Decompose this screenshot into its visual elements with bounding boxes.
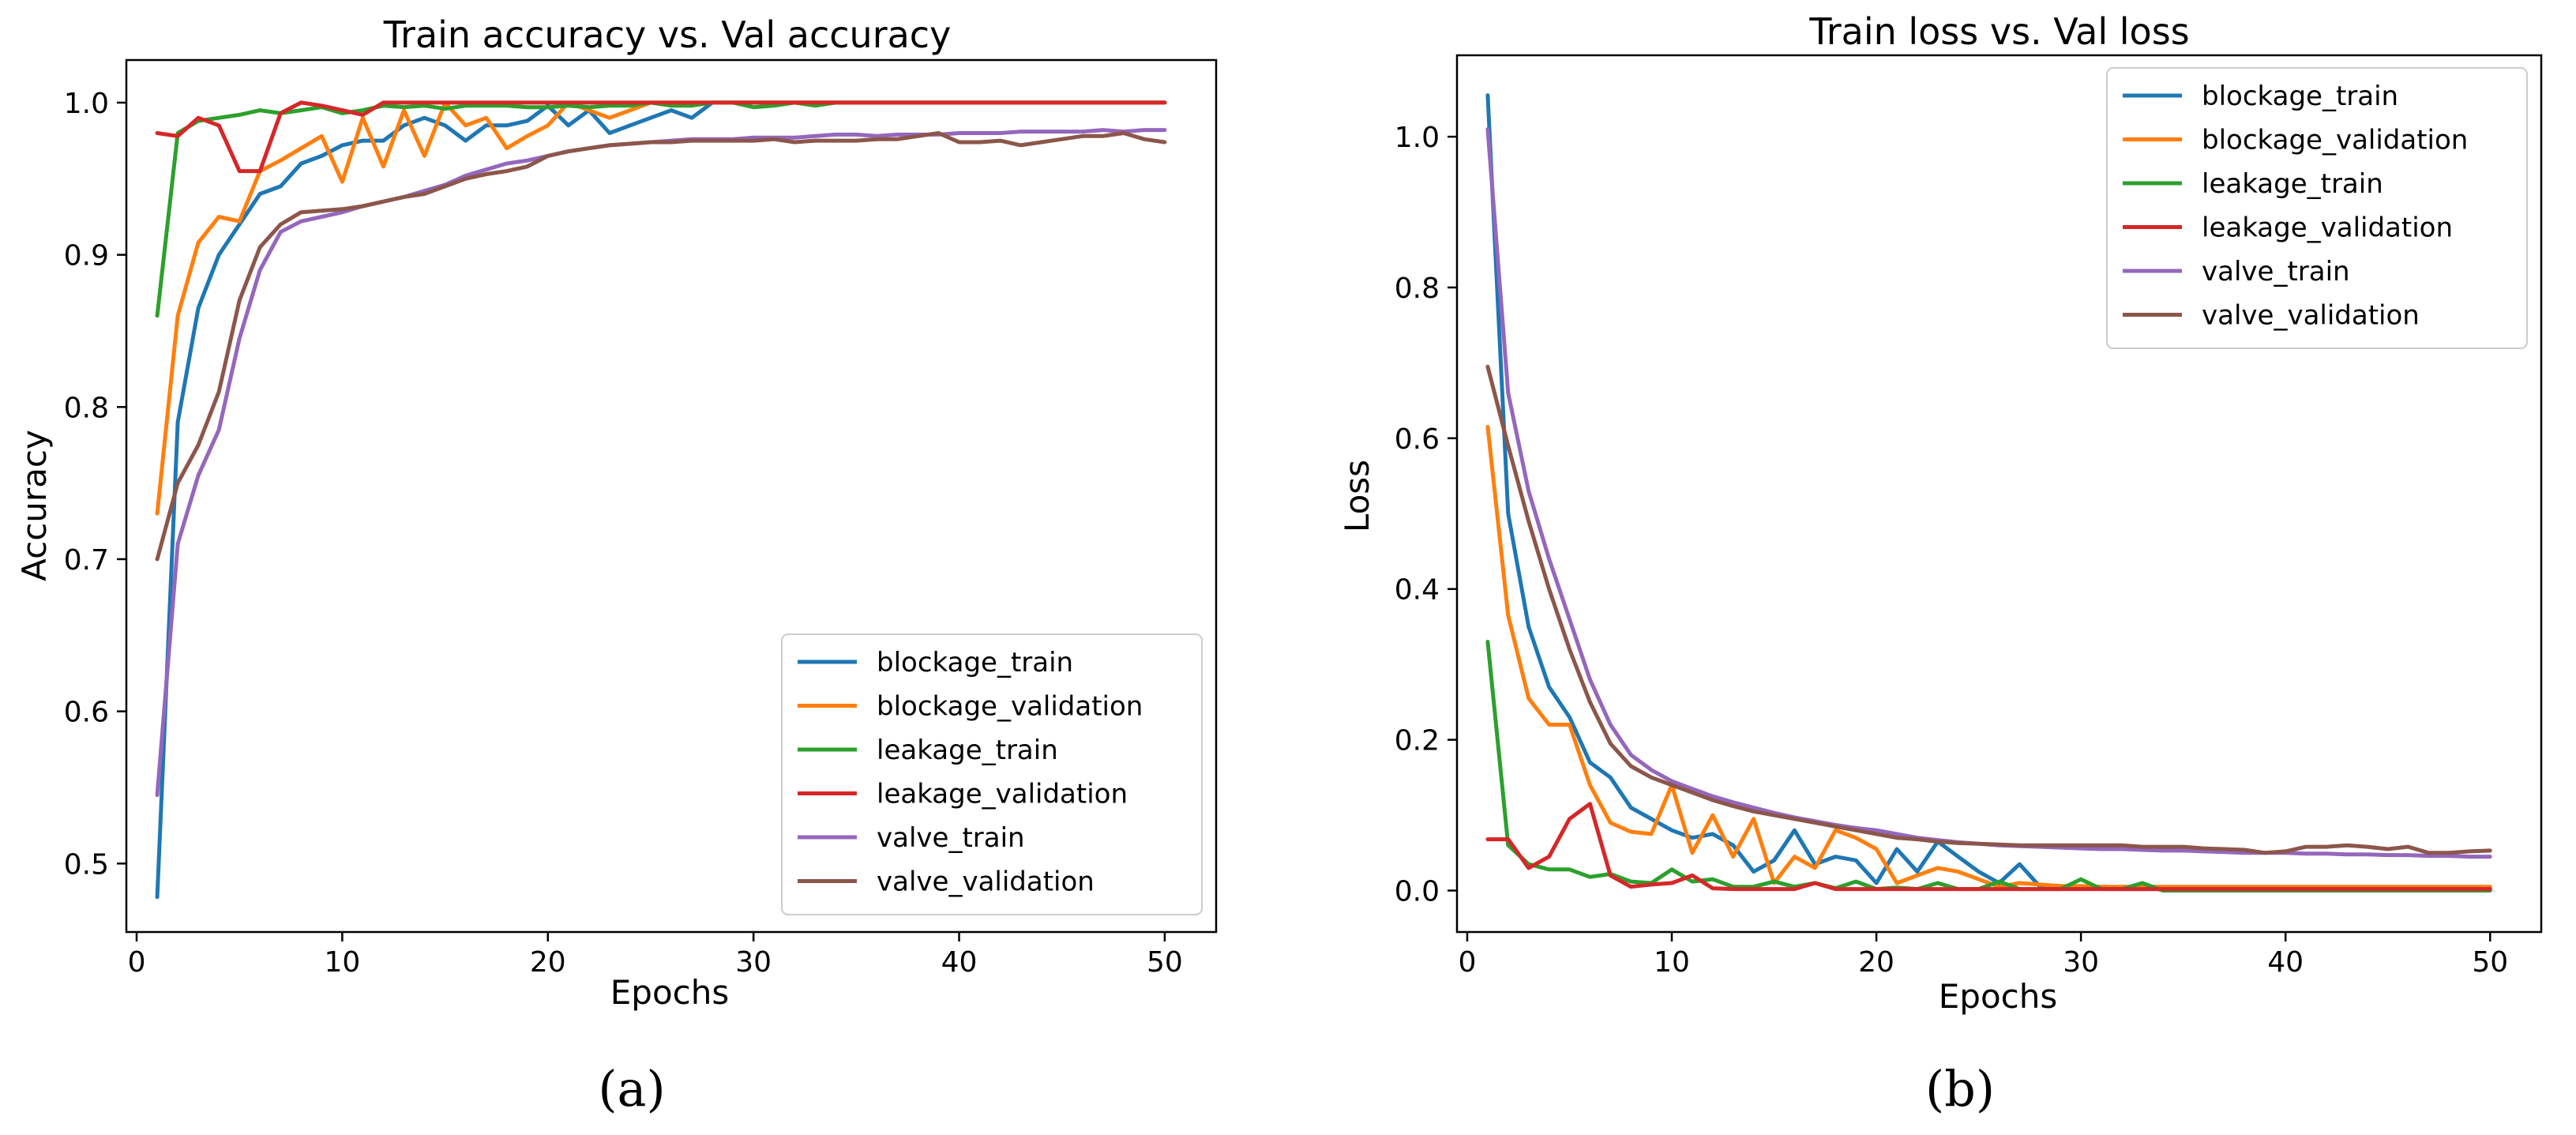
legend-label: leakage_train	[2202, 168, 2383, 200]
series-line-valve-validation	[155, 131, 1167, 562]
y-tick-label: 0.8	[1395, 272, 1440, 305]
legend-label: valve_train	[2202, 256, 2350, 288]
y-axis-label: Accuracy	[15, 430, 54, 581]
y-tick-label: 0.8	[64, 392, 109, 424]
y-tick-label: 0.6	[64, 697, 109, 729]
y-tick-label: 1.0	[64, 88, 109, 120]
plot-area	[1455, 54, 2543, 934]
y-tick-label: 0.5	[64, 848, 109, 881]
axis-ticks: 0 10 20 30 40 50 0.0 0.2 0.4 0.6 0.8 1.0	[1395, 122, 2508, 979]
x-tick-label: 40	[941, 946, 978, 979]
x-axis-label: Epochs	[1939, 977, 2058, 1016]
legend-label: leakage_train	[877, 735, 1058, 766]
y-axis-label: Loss	[1338, 460, 1376, 532]
axis-ticks: 0 10 20 30 40 50 0.5 0.6 0.7 0.8 0.9 1.0	[64, 88, 1183, 979]
y-tick-label: 0.9	[64, 240, 109, 272]
y-tick-label: 0.7	[64, 544, 109, 577]
panel-label: (b)	[1925, 1060, 1995, 1118]
accuracy-chart: Train accuracy vs. Val accuracy Epochs A…	[15, 13, 1218, 1118]
legend-label: blockage_train	[2202, 81, 2398, 112]
series-line-leakage-train	[155, 100, 1167, 318]
legend: blockage_train blockage_validationleakage…	[2106, 67, 2528, 349]
x-tick-label: 40	[2267, 946, 2304, 979]
legend-label: leakage_validation	[2202, 212, 2453, 244]
x-axis-label: Epochs	[610, 973, 730, 1012]
legend-label: blockage_validation	[2202, 125, 2468, 156]
legend-label: valve_validation	[877, 866, 1095, 898]
x-tick-label: 0	[128, 946, 146, 979]
legend-label: blockage_train	[877, 647, 1073, 678]
x-tick-label: 30	[2063, 946, 2099, 979]
chart-title: Train accuracy vs. Val accuracy	[383, 13, 952, 56]
plot-area	[125, 58, 1218, 934]
x-tick-label: 10	[1654, 946, 1690, 979]
x-tick-label: 0	[1458, 946, 1476, 979]
y-tick-label: 0.6	[1395, 423, 1440, 456]
series-line-leakage-validation	[155, 100, 1167, 174]
series-line-blockage-validation	[155, 100, 1167, 516]
series-line-blockage-validation	[1485, 425, 2492, 889]
series-line-valve-validation	[1485, 364, 2492, 855]
y-tick-label: 0.4	[1395, 574, 1440, 607]
chart-title: Train loss vs. Val loss	[1808, 10, 2189, 53]
legend-box	[2106, 67, 2528, 349]
series-line-leakage-validation	[1485, 802, 2492, 892]
x-tick-label: 30	[735, 946, 772, 979]
legend-label: valve_train	[877, 822, 1025, 854]
plot-frame	[125, 58, 1218, 934]
legend-label: blockage_validation	[877, 691, 1143, 723]
legend-label: valve_validation	[2202, 300, 2420, 332]
x-tick-label: 50	[1147, 946, 1183, 979]
x-tick-label: 20	[1858, 946, 1894, 979]
plot-frame	[1455, 54, 2543, 934]
y-tick-label: 0.2	[1395, 725, 1440, 757]
y-tick-label: 1.0	[1395, 122, 1440, 154]
x-tick-label: 10	[324, 946, 360, 979]
legend: blockage_train blockage_validationleakage…	[781, 633, 1203, 915]
legend-label: leakage_validation	[877, 779, 1128, 810]
y-tick-label: 0.0	[1395, 876, 1440, 908]
legend-box	[781, 633, 1203, 915]
x-tick-label: 20	[530, 946, 566, 979]
x-tick-label: 50	[2472, 946, 2508, 979]
panel-label: (a)	[598, 1060, 665, 1118]
loss-chart: Train loss vs. Val loss Epochs Loss 0 10 2…	[1338, 10, 2543, 1118]
